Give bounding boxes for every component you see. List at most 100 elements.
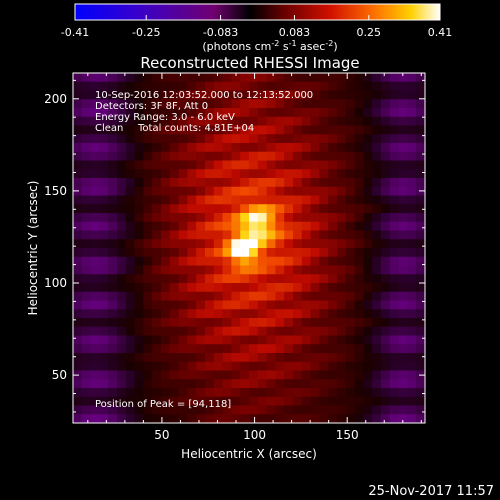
heatmap-cell <box>345 178 356 188</box>
heatmap-cell <box>354 143 364 153</box>
heatmap-cell <box>328 239 338 249</box>
heatmap-cell <box>416 309 425 319</box>
heatmap-cell <box>143 344 153 354</box>
heatmap-cell <box>134 178 144 188</box>
heatmap-cell <box>161 99 171 109</box>
heatmap-cell <box>73 169 83 179</box>
heatmap-cell <box>381 318 391 328</box>
heatmap-cell <box>284 396 294 407</box>
heatmap-cell <box>416 204 425 214</box>
heatmap-cell <box>187 134 197 144</box>
heatmap-cell <box>231 256 241 267</box>
heatmap-cell <box>328 283 338 293</box>
heatmap-cell <box>117 73 127 83</box>
heatmap-cell <box>169 274 180 284</box>
heatmap-cell <box>381 388 391 398</box>
heatmap-cell <box>363 221 373 232</box>
heatmap-cell <box>213 361 224 372</box>
heatmap-cell <box>293 204 303 214</box>
heatmap-cell <box>389 204 400 214</box>
heatmap-cell <box>345 160 356 170</box>
heatmap-cell <box>134 81 144 92</box>
heatmap-cell <box>178 108 188 118</box>
heatmap-cell <box>143 169 153 179</box>
heatmap-cell <box>143 361 153 372</box>
heatmap-cell <box>345 300 356 310</box>
heatmap-cell <box>398 344 408 354</box>
heatmap-cell <box>161 116 171 127</box>
heatmap-cell <box>99 283 109 293</box>
heatmap-cell <box>169 151 180 162</box>
heatmap-cell <box>231 405 241 415</box>
heatmap-cell <box>196 291 206 302</box>
heatmap-cell <box>196 169 206 179</box>
heatmap-cell <box>205 396 215 407</box>
heatmap-cell <box>266 248 276 258</box>
heatmap-cell <box>381 178 391 188</box>
heatmap-cell <box>293 353 303 363</box>
heatmap-cell <box>407 388 417 398</box>
heatmap-cell <box>389 335 400 345</box>
heatmap-cell <box>205 414 215 423</box>
heatmap-cell <box>169 370 180 380</box>
heatmap-cell <box>407 291 417 302</box>
heatmap-cell <box>231 213 241 223</box>
heatmap-cell <box>187 151 197 162</box>
heatmap-cell <box>284 125 294 135</box>
heatmap-cell <box>169 361 180 372</box>
heatmap-cell <box>284 160 294 170</box>
heatmap-cell <box>249 256 259 267</box>
heatmap-cell <box>328 318 338 328</box>
heatmap-cell <box>222 81 232 92</box>
heatmap-cell <box>257 379 268 389</box>
heatmap-cell <box>381 81 391 92</box>
heatmap-cell <box>372 344 382 354</box>
heatmap-cell <box>143 134 153 144</box>
heatmap-cell <box>354 326 364 337</box>
heatmap-cell <box>372 309 382 319</box>
heatmap-cell <box>257 195 268 205</box>
energy-range-text: Energy Range: 3.0 - 6.0 keV <box>95 112 235 123</box>
heatmap-cell <box>108 178 118 188</box>
heatmap-cell <box>73 125 83 135</box>
heatmap-cell <box>143 291 153 302</box>
heatmap-cell <box>284 414 294 423</box>
heatmap-cell <box>143 396 153 407</box>
heatmap-cell <box>73 396 83 407</box>
heatmap-cell <box>169 256 180 267</box>
heatmap-cell <box>293 300 303 310</box>
heatmap-cell <box>301 361 312 372</box>
heatmap-cell <box>319 230 329 240</box>
heatmap-cell <box>117 388 127 398</box>
heatmap-cell <box>187 274 197 284</box>
heatmap-cell <box>328 379 338 389</box>
heatmap-cell <box>108 370 118 380</box>
heatmap-cell <box>337 125 347 135</box>
heatmap-cell <box>416 248 425 258</box>
heatmap-cell <box>187 73 197 83</box>
heatmap-cell <box>257 178 268 188</box>
heatmap-cell <box>231 160 241 170</box>
heatmap-cell <box>249 73 259 83</box>
heatmap-cell <box>196 195 206 205</box>
heatmap-cell <box>161 239 171 249</box>
heatmap-cell <box>240 405 250 415</box>
heatmap-cell <box>161 291 171 302</box>
heatmap-cell <box>205 274 215 284</box>
heatmap-cell <box>257 405 268 415</box>
heatmap-cell <box>231 195 241 205</box>
heatmap-cell <box>416 186 425 197</box>
heatmap-cell <box>134 204 144 214</box>
plot-frame <box>72 72 426 424</box>
heatmap-cell <box>222 169 232 179</box>
heatmap-cell <box>178 178 188 188</box>
heatmap-cell <box>301 396 312 407</box>
heatmap-cell <box>363 274 373 284</box>
heatmap-cell <box>266 221 276 232</box>
heatmap-cell <box>240 283 250 293</box>
heatmap-cell <box>161 248 171 258</box>
heatmap-cell <box>240 73 250 83</box>
heatmap-cell <box>99 108 109 118</box>
heatmap-cell <box>125 81 136 92</box>
